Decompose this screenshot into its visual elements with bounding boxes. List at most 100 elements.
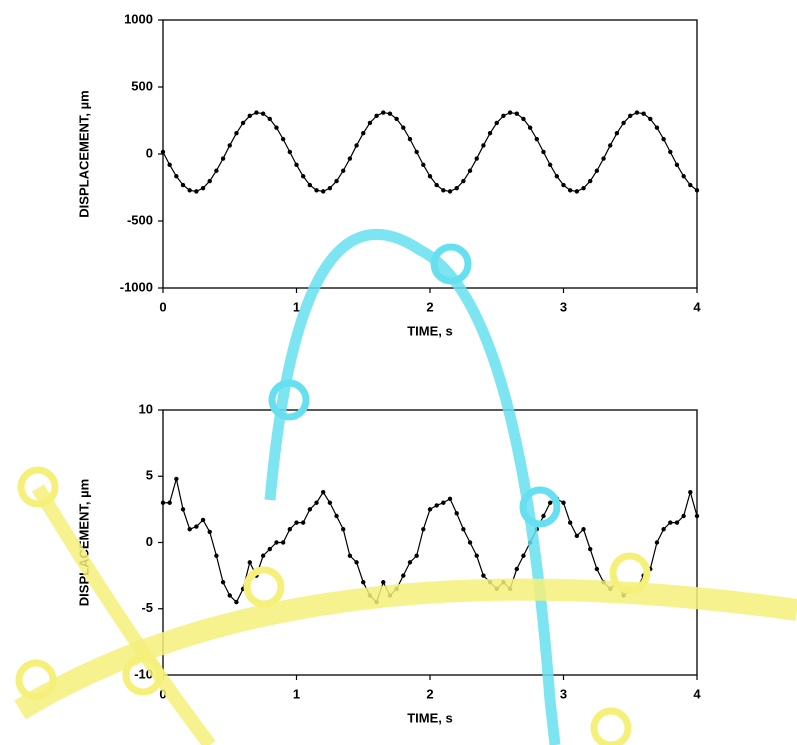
- data-point: [421, 162, 426, 168]
- cyan-handle: [430, 243, 472, 285]
- data-point: [347, 553, 353, 558]
- data-point: [260, 553, 266, 558]
- data-point: [574, 189, 580, 194]
- data-point: [594, 168, 600, 173]
- data-point: [574, 533, 580, 539]
- data-point: [547, 162, 553, 168]
- yellow-stroke: [14, 578, 797, 720]
- data-point: [287, 149, 293, 155]
- data-point: [341, 168, 346, 173]
- data-point: [554, 174, 560, 179]
- data-point: [694, 513, 700, 519]
- data-point: [454, 511, 459, 516]
- data-point: [654, 540, 660, 545]
- overlay-strokes: [14, 228, 797, 745]
- data-point: [254, 110, 259, 115]
- data-point: [447, 189, 453, 194]
- data-point: [307, 507, 313, 512]
- data-point: [414, 553, 419, 558]
- data-point: [307, 182, 313, 188]
- x-tick-label: 0: [159, 299, 166, 314]
- yellow-handle: [122, 654, 164, 696]
- data-point: [381, 110, 386, 115]
- data-point: [354, 560, 359, 565]
- cyan-handle: [268, 379, 310, 421]
- data-point: [240, 120, 246, 126]
- data-point: [200, 185, 206, 191]
- y-tick-label: 5: [146, 468, 153, 483]
- x-tick-label: 3: [560, 686, 567, 701]
- yellow-handle: [243, 566, 285, 608]
- data-point: [220, 156, 226, 161]
- data-point: [588, 178, 593, 184]
- data-point: [688, 182, 693, 188]
- data-point: [441, 500, 446, 505]
- data-point: [407, 560, 413, 565]
- data-point: [534, 136, 539, 142]
- data-point: [407, 136, 413, 142]
- y-tick-label: 0: [146, 534, 153, 549]
- plot-frame: [162, 19, 698, 289]
- data-point: [167, 500, 172, 505]
- data-point: [601, 156, 606, 161]
- data-point: [547, 500, 553, 505]
- data-point: [514, 566, 519, 572]
- data-point: [434, 182, 439, 188]
- data-point: [361, 580, 366, 585]
- cyan-stroke: [264, 228, 561, 745]
- data-point: [401, 125, 406, 130]
- data-point: [668, 149, 673, 155]
- data-point: [247, 113, 252, 119]
- data-point: [347, 156, 353, 161]
- data-point: [341, 527, 346, 532]
- data-point: [674, 520, 680, 525]
- data-point: [581, 527, 586, 532]
- data-point: [187, 188, 192, 193]
- data-point: [300, 520, 306, 525]
- data-point: [481, 143, 486, 148]
- data-point: [274, 540, 279, 545]
- data-point: [274, 125, 279, 130]
- data-point: [267, 116, 272, 122]
- data-point: [214, 168, 219, 173]
- data-point: [207, 529, 212, 535]
- data-point: [194, 189, 199, 194]
- cyan-handle: [519, 486, 561, 528]
- data-point: [167, 162, 172, 168]
- y-tick-label: 0: [146, 145, 153, 160]
- y-tick-label: -1000: [120, 279, 153, 294]
- data-point: [220, 580, 226, 585]
- data-point: [427, 507, 433, 512]
- data-point: [541, 149, 546, 155]
- data-point: [648, 116, 653, 122]
- data-point: [374, 113, 379, 119]
- data-point: [314, 188, 319, 193]
- data-point: [561, 182, 566, 188]
- data-point: [454, 185, 459, 191]
- data-point: [461, 527, 466, 532]
- data-point: [694, 188, 700, 193]
- data-point: [321, 189, 326, 194]
- data-point: [628, 113, 633, 119]
- yellow-handle: [609, 552, 651, 594]
- data-point: [467, 540, 473, 545]
- data-point: [661, 527, 666, 532]
- data-point: [487, 131, 493, 136]
- data-point: [541, 513, 546, 519]
- x-tick-label: 1: [293, 686, 300, 701]
- data-point: [501, 113, 506, 119]
- data-point: [567, 188, 573, 193]
- data-point: [334, 178, 339, 184]
- data-point: [207, 178, 212, 184]
- data-point: [674, 162, 680, 168]
- y-tick-label: 500: [131, 78, 153, 93]
- y-tick-label: -5: [141, 600, 153, 615]
- x-tick-label: 4: [693, 686, 701, 701]
- data-point: [294, 520, 299, 525]
- data-point: [481, 573, 486, 578]
- y-tick-label: 10: [139, 401, 153, 416]
- x-tick-label: 2: [426, 299, 433, 314]
- yellow-stroke: [32, 484, 216, 745]
- data-point: [467, 168, 473, 173]
